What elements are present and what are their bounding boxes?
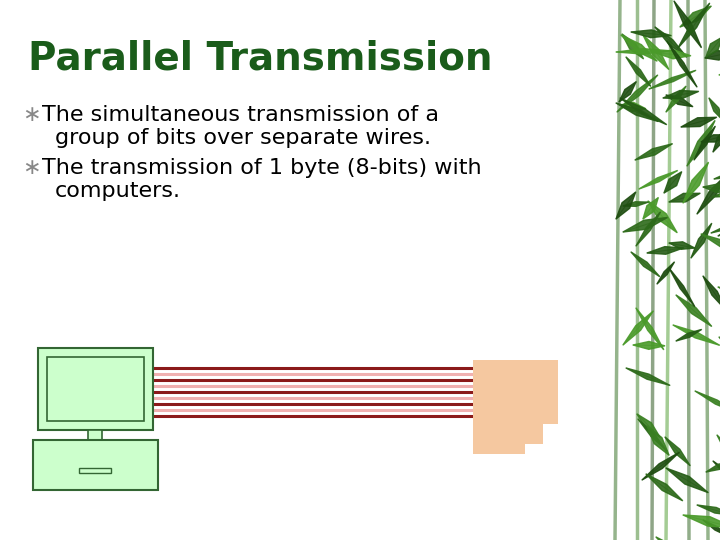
Text: The simultaneous transmission of a: The simultaneous transmission of a	[42, 105, 439, 125]
Polygon shape	[623, 218, 667, 232]
Polygon shape	[703, 184, 720, 193]
Polygon shape	[683, 515, 720, 528]
Polygon shape	[697, 173, 720, 214]
Polygon shape	[669, 193, 700, 202]
Bar	[79, 468, 111, 473]
Bar	[473, 444, 525, 454]
Polygon shape	[620, 103, 646, 111]
Polygon shape	[680, 6, 711, 27]
Polygon shape	[703, 520, 720, 537]
Polygon shape	[664, 172, 682, 193]
Polygon shape	[718, 212, 720, 236]
Polygon shape	[639, 171, 678, 189]
Polygon shape	[621, 35, 657, 61]
Bar	[38, 348, 153, 430]
Polygon shape	[666, 86, 686, 112]
Polygon shape	[655, 27, 687, 57]
Text: Parallel Transmission: Parallel Transmission	[28, 40, 492, 78]
Bar	[473, 424, 543, 444]
Polygon shape	[701, 135, 720, 142]
Polygon shape	[709, 98, 720, 121]
Polygon shape	[706, 462, 720, 472]
Polygon shape	[717, 435, 720, 473]
Polygon shape	[647, 247, 683, 254]
Polygon shape	[713, 461, 720, 492]
Polygon shape	[714, 167, 720, 179]
Polygon shape	[616, 49, 670, 54]
Polygon shape	[657, 262, 675, 284]
Polygon shape	[643, 35, 669, 69]
Polygon shape	[718, 287, 720, 300]
Polygon shape	[631, 30, 671, 38]
Text: The transmission of 1 byte (8-bits) with: The transmission of 1 byte (8-bits) with	[42, 158, 482, 178]
Polygon shape	[636, 212, 660, 246]
Bar	[473, 360, 558, 424]
Bar	[47, 357, 144, 421]
Polygon shape	[706, 37, 720, 57]
Polygon shape	[626, 368, 670, 386]
Polygon shape	[616, 103, 658, 122]
Polygon shape	[647, 426, 669, 455]
Polygon shape	[656, 537, 697, 540]
Polygon shape	[616, 192, 636, 219]
Polygon shape	[701, 234, 720, 256]
Polygon shape	[711, 215, 720, 233]
Polygon shape	[691, 224, 711, 258]
Polygon shape	[719, 59, 720, 75]
Polygon shape	[674, 1, 701, 48]
Polygon shape	[636, 308, 664, 349]
Polygon shape	[669, 268, 695, 307]
Polygon shape	[626, 57, 651, 86]
Polygon shape	[669, 242, 695, 249]
Polygon shape	[703, 276, 720, 310]
Polygon shape	[666, 468, 708, 492]
Polygon shape	[648, 201, 677, 233]
Polygon shape	[713, 126, 720, 152]
Polygon shape	[673, 325, 719, 345]
Polygon shape	[631, 252, 660, 276]
Text: computers.: computers.	[55, 181, 181, 201]
Polygon shape	[643, 198, 658, 219]
Polygon shape	[649, 70, 696, 89]
Polygon shape	[681, 117, 716, 127]
Bar	[88, 430, 102, 440]
Polygon shape	[705, 50, 720, 60]
Polygon shape	[676, 295, 711, 326]
Polygon shape	[663, 91, 698, 99]
Polygon shape	[687, 120, 715, 166]
Polygon shape	[623, 202, 649, 206]
Text: group of bits over separate wires.: group of bits over separate wires.	[55, 128, 431, 148]
Polygon shape	[656, 50, 690, 59]
Polygon shape	[697, 505, 720, 516]
Polygon shape	[637, 414, 660, 437]
Text: ∗: ∗	[22, 105, 40, 125]
Polygon shape	[676, 329, 701, 341]
Text: ∗: ∗	[22, 158, 40, 178]
Polygon shape	[646, 474, 683, 501]
Polygon shape	[617, 75, 657, 112]
Polygon shape	[633, 341, 665, 349]
Polygon shape	[666, 95, 693, 106]
Polygon shape	[623, 311, 653, 345]
Polygon shape	[719, 337, 720, 367]
Polygon shape	[678, 3, 710, 48]
Bar	[33, 440, 158, 490]
Polygon shape	[620, 98, 667, 125]
Polygon shape	[694, 126, 715, 160]
Polygon shape	[635, 144, 672, 160]
Polygon shape	[622, 34, 644, 59]
Polygon shape	[683, 163, 708, 203]
Polygon shape	[712, 187, 720, 197]
Polygon shape	[638, 419, 667, 451]
Polygon shape	[667, 41, 697, 87]
Polygon shape	[642, 452, 680, 480]
Polygon shape	[695, 391, 720, 413]
Polygon shape	[619, 82, 636, 102]
Polygon shape	[719, 195, 720, 209]
Polygon shape	[665, 437, 690, 465]
